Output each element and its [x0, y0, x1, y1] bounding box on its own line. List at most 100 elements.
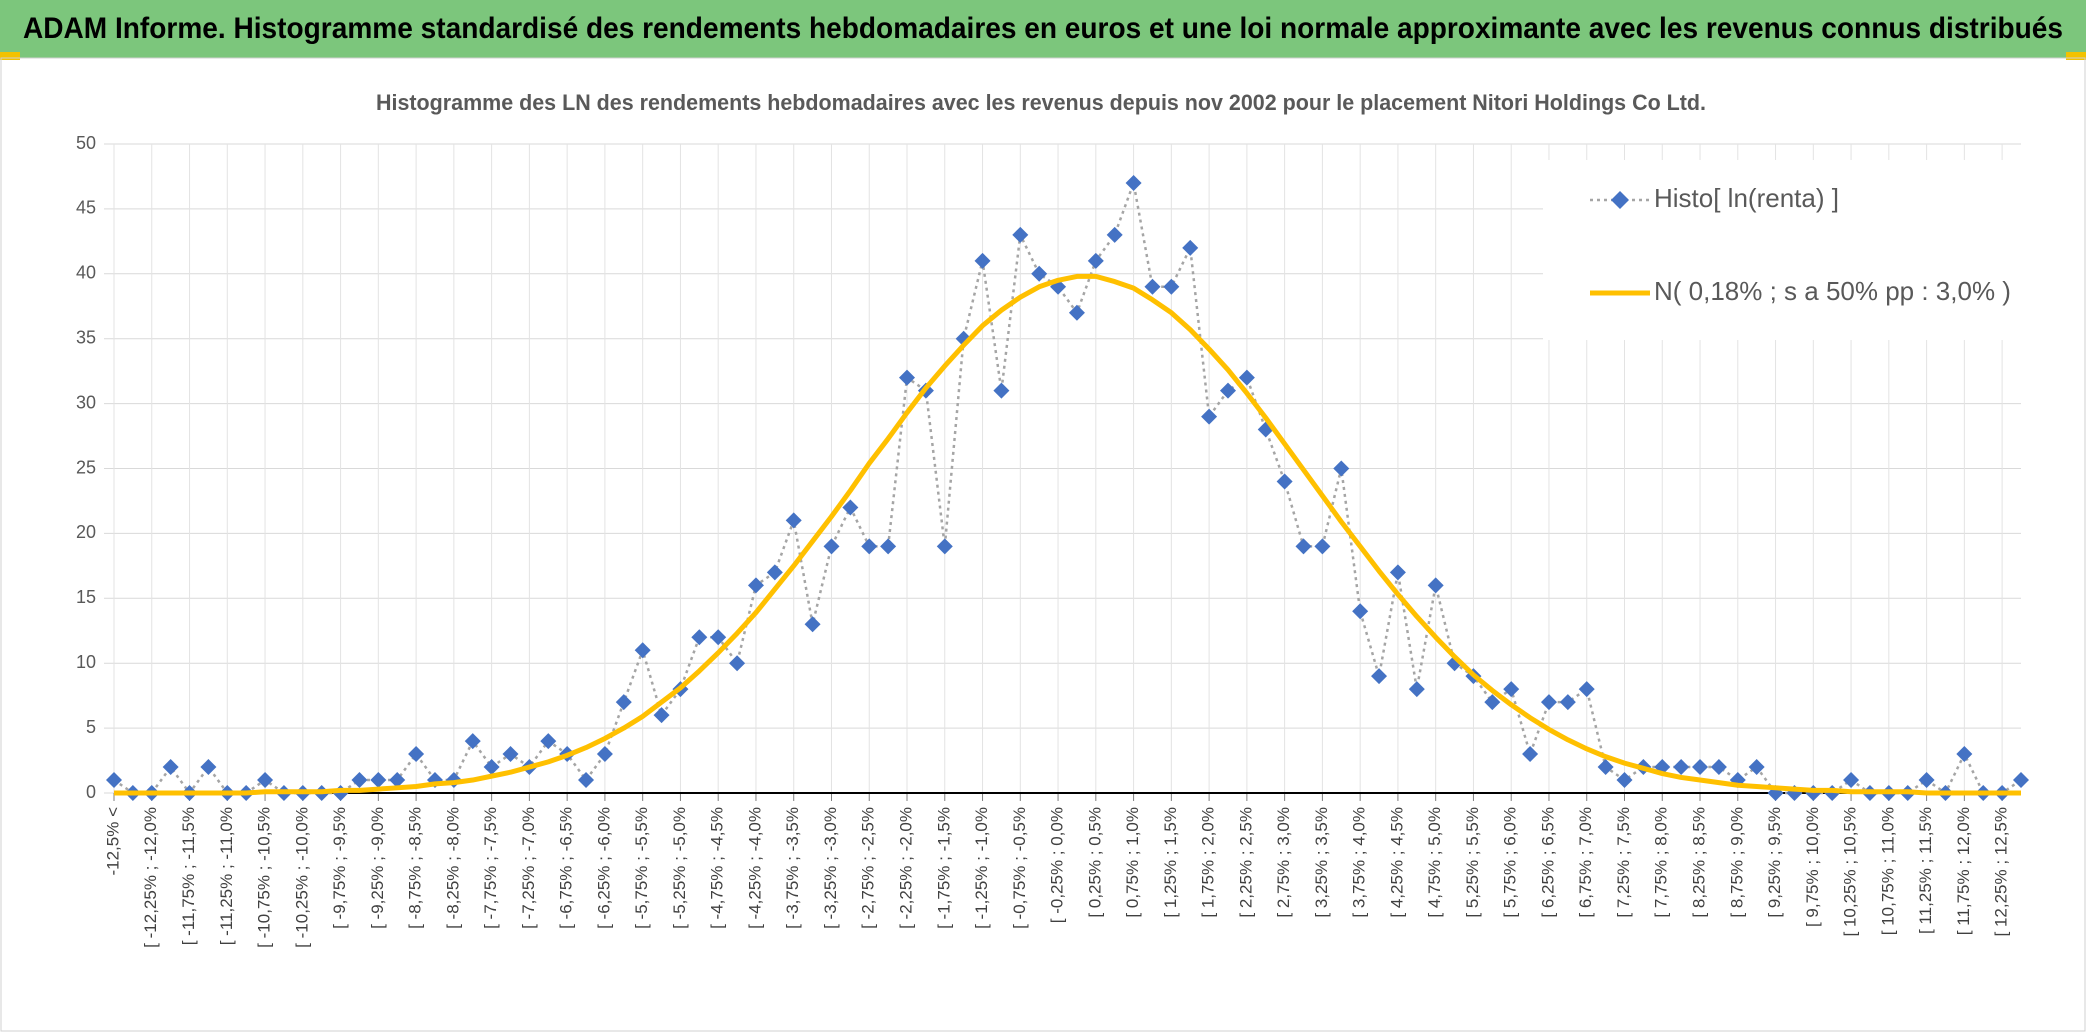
- point: [710, 629, 727, 646]
- point: [729, 655, 746, 672]
- point: [1843, 772, 1860, 789]
- point: [162, 759, 179, 776]
- x-tick-label: [ 10,75% ; 11,0%: [1878, 807, 1897, 935]
- point: [1484, 694, 1501, 711]
- y-tick-label: 25: [76, 457, 96, 477]
- x-tick-label: [ -9,25% ; -9,0%: [368, 807, 387, 929]
- x-tick-label: [ -7,75% ; -7,5%: [481, 807, 500, 929]
- chart-title: Histogramme des LN des rendements hebdom…: [376, 90, 1706, 115]
- x-tick-label: [ 8,75% ; 9,0%: [1727, 807, 1746, 918]
- x-tick-label: [ -2,75% ; -2,5%: [859, 807, 878, 929]
- point: [1918, 772, 1935, 789]
- point: [1522, 746, 1539, 763]
- point: [1692, 759, 1709, 776]
- point: [370, 772, 387, 789]
- x-tick-label: -12,5% <: [103, 807, 122, 876]
- point: [1956, 746, 1973, 763]
- x-tick-label: [ -7,25% ; -7,0%: [519, 807, 538, 929]
- x-tick-label: [ -8,75% ; -8,5%: [406, 807, 425, 929]
- point: [596, 746, 613, 763]
- point: [747, 577, 764, 594]
- point: [1503, 681, 1520, 698]
- point: [502, 746, 519, 763]
- point: [1389, 564, 1406, 581]
- y-tick-label: 0: [86, 782, 96, 802]
- point: [1371, 668, 1388, 685]
- point: [880, 538, 897, 555]
- point: [691, 629, 708, 646]
- point: [408, 746, 425, 763]
- point: [1352, 603, 1369, 620]
- point: [1182, 239, 1199, 256]
- point: [1125, 174, 1142, 191]
- x-tick-label: [ 4,25% ; 4,5%: [1387, 807, 1406, 918]
- x-tick-label: [ 4,75% ; 5,0%: [1425, 807, 1444, 918]
- x-tick-label: [ -4,75% ; -4,5%: [708, 807, 727, 929]
- point: [1314, 538, 1331, 555]
- corner: [2066, 52, 2086, 60]
- point: [1106, 226, 1123, 243]
- x-tick-label: [ -3,25% ; -3,0%: [821, 807, 840, 929]
- x-tick-label: [ -5,75% ; -5,5%: [632, 807, 651, 929]
- x-tick-label: [ 8,25% ; 8,5%: [1690, 807, 1709, 918]
- point: [1238, 369, 1255, 386]
- x-tick-label: [ -3,75% ; -3,5%: [783, 807, 802, 929]
- point: [464, 733, 481, 750]
- point: [1201, 408, 1218, 425]
- panel-border: [0, 57, 2086, 1032]
- x-tick-label: [ -2,25% ; -2,0%: [896, 807, 915, 929]
- x-tick-label: [ 10,25% ; 10,5%: [1841, 807, 1860, 936]
- point: [257, 772, 274, 789]
- point: [936, 538, 953, 555]
- point: [1333, 460, 1350, 477]
- point: [106, 772, 122, 789]
- point: [351, 772, 368, 789]
- point: [1427, 577, 1444, 594]
- x-tick-label: [ -10,75% ; -10,5%: [255, 807, 274, 948]
- x-tick-label: [ 5,75% ; 6,0%: [1501, 807, 1520, 918]
- point: [2013, 772, 2029, 789]
- point: [634, 642, 651, 659]
- x-tick-label: [ 5,25% ; 5,5%: [1463, 807, 1482, 918]
- corner: [0, 52, 20, 60]
- x-tick-label: [ 9,75% ; 10,0%: [1803, 807, 1822, 927]
- x-tick-label: [ 0,25% ; 0,5%: [1085, 807, 1104, 918]
- point: [1031, 265, 1048, 282]
- x-tick-label: [ 3,75% ; 4,0%: [1350, 807, 1369, 918]
- point: [804, 616, 821, 633]
- point: [823, 538, 840, 555]
- point: [1012, 226, 1029, 243]
- x-tick-label: [ -5,25% ; -5,0%: [670, 807, 689, 929]
- x-tick-label: [ -4,25% ; -4,0%: [745, 807, 764, 929]
- point: [1295, 538, 1312, 555]
- point: [1597, 759, 1614, 776]
- x-tick-label: [ -6,25% ; -6,0%: [594, 807, 613, 929]
- x-tick-label: [ 9,25% ; 9,5%: [1765, 807, 1784, 918]
- x-tick-label: [ -6,75% ; -6,5%: [557, 807, 576, 929]
- point: [540, 733, 557, 750]
- header-band: [0, 0, 2086, 58]
- point: [785, 512, 802, 529]
- x-tick-label: [ 1,75% ; 2,0%: [1199, 807, 1218, 918]
- x-tick-label: [ 11,25% ; 11,5%: [1916, 807, 1935, 934]
- point: [1087, 252, 1104, 269]
- point: [200, 759, 217, 776]
- x-tick-label: [ -11,75% ; -11,5%: [179, 807, 198, 945]
- point: [1276, 473, 1293, 490]
- y-tick-label: 35: [76, 327, 96, 347]
- point: [766, 564, 783, 581]
- x-tick-label: [ 7,25% ; 7,5%: [1614, 807, 1633, 918]
- y-tick-label: 10: [76, 652, 96, 672]
- x-tick-label: [ 3,25% ; 3,5%: [1312, 807, 1331, 918]
- point: [1219, 382, 1236, 399]
- point: [842, 499, 859, 516]
- x-tick-label: [ 1,25% ; 1,5%: [1161, 807, 1180, 918]
- legend-label: Histo[ ln(renta) ]: [1654, 183, 1839, 213]
- x-tick-label: [ 11,75% ; 12,0%: [1954, 807, 1973, 935]
- point: [653, 707, 670, 724]
- x-tick-label: [ -12,25% ; -12,0%: [141, 807, 160, 948]
- x-tick-label: [ 6,25% ; 6,5%: [1538, 807, 1557, 918]
- x-tick-label: [ 2,75% ; 3,0%: [1274, 807, 1293, 918]
